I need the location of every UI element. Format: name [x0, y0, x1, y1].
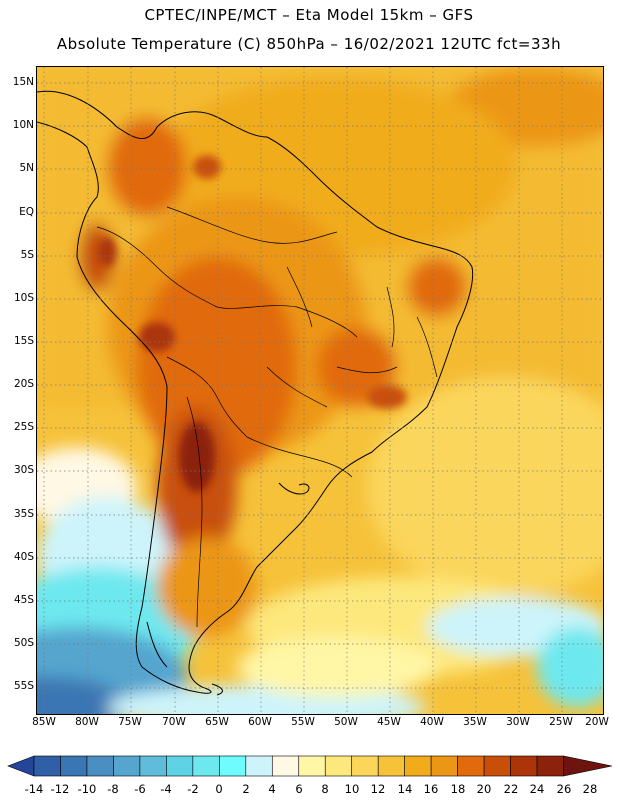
lon-label: 85W	[32, 716, 56, 728]
coastlines	[37, 90, 474, 696]
colorbar-label: -8	[107, 782, 119, 796]
colorbar-swatch	[60, 755, 88, 777]
colorbar-label: 10	[344, 782, 360, 796]
temperature-shading	[37, 67, 603, 714]
lat-label: 15S	[13, 335, 34, 347]
colorbar-swatch	[271, 755, 300, 777]
colorbar-label: -4	[160, 782, 172, 796]
colorbar-swatch	[298, 755, 326, 777]
colorbar-swatch	[324, 755, 353, 777]
lat-label: 5N	[19, 162, 34, 174]
colorbar-swatch	[377, 755, 405, 777]
lat-label: 5S	[20, 249, 34, 261]
colorbar-swatch	[404, 755, 432, 777]
lat-label: 45S	[13, 594, 34, 606]
colorbar-label: -12	[50, 782, 70, 796]
colorbar-label: 4	[268, 782, 276, 796]
lat-label: 25S	[13, 421, 34, 433]
colorbar-swatch	[166, 755, 194, 777]
colorbar-label: 0	[215, 782, 223, 796]
lat-label: 40S	[13, 551, 34, 563]
colorbar-label: 22	[503, 782, 519, 796]
colorbar-label: -2	[187, 782, 199, 796]
colorbar-swatch	[86, 755, 114, 777]
lon-label: 45W	[377, 716, 401, 728]
lat-label: 10N	[12, 119, 34, 131]
lat-label: 50S	[13, 637, 34, 649]
lon-label: 35W	[463, 716, 487, 728]
lon-label: 55W	[291, 716, 315, 728]
colorbar-label: -6	[134, 782, 146, 796]
lon-label: 65W	[205, 716, 229, 728]
title-line-1: CPTEC/INPE/MCT – Eta Model 15km – GFS	[144, 6, 474, 24]
colorbar-label: 26	[556, 782, 572, 796]
colorbar-swatch	[351, 755, 379, 777]
colorbar-label: 20	[476, 782, 492, 796]
lat-label: 55S	[13, 680, 34, 692]
lat-label: 20S	[13, 378, 34, 390]
colorbar-label: 6	[295, 782, 303, 796]
lat-label: 30S	[13, 464, 34, 476]
colorbar-label: 12	[370, 782, 386, 796]
title-line-2: Absolute Temperature (C) 850hPa – 16/02/…	[56, 35, 562, 53]
colorbar-label: -10	[77, 782, 97, 796]
colorbar-label: 28	[582, 782, 598, 796]
lon-label: 60W	[248, 716, 272, 728]
colorbar-label: 18	[450, 782, 466, 796]
colorbar-swatch	[430, 755, 458, 777]
lon-label: 50W	[334, 716, 358, 728]
lat-label: 10S	[13, 292, 34, 304]
colorbar-swatch	[113, 755, 141, 777]
colorbar-swatch	[139, 755, 167, 777]
colorbar-label: 2	[242, 782, 250, 796]
lon-label: 70W	[162, 716, 186, 728]
lat-label: EQ	[19, 206, 34, 218]
colorbar-swatch	[457, 755, 485, 777]
colorbar-label: 14	[397, 782, 413, 796]
lat-label: 35S	[13, 508, 34, 520]
lon-label: 25W	[549, 716, 573, 728]
colorbar-label: -14	[24, 782, 44, 796]
lon-label: 40W	[420, 716, 444, 728]
lon-label: 20W	[585, 716, 609, 728]
colorbar-swatch	[245, 755, 273, 777]
colorbar-label: 24	[529, 782, 545, 796]
map-canvas	[37, 67, 603, 714]
colorbar-swatch	[33, 755, 61, 777]
colorbar-swatch	[192, 755, 220, 777]
colorbar	[7, 755, 613, 777]
colorbar-label: 16	[423, 782, 439, 796]
colorbar-swatch	[510, 755, 538, 777]
colorbar-swatch	[536, 755, 564, 777]
colorbar-arrow-right	[563, 755, 613, 777]
lon-label: 75W	[118, 716, 142, 728]
colorbar-arrow-left	[7, 755, 35, 777]
lon-label: 30W	[506, 716, 530, 728]
colorbar-swatch	[219, 755, 247, 777]
hotspots	[98, 155, 407, 492]
lon-label: 80W	[75, 716, 99, 728]
temperature-map	[36, 66, 604, 715]
colorbar-label: 8	[321, 782, 329, 796]
lat-label: 15N	[12, 76, 34, 88]
colorbar-swatch	[483, 755, 511, 777]
